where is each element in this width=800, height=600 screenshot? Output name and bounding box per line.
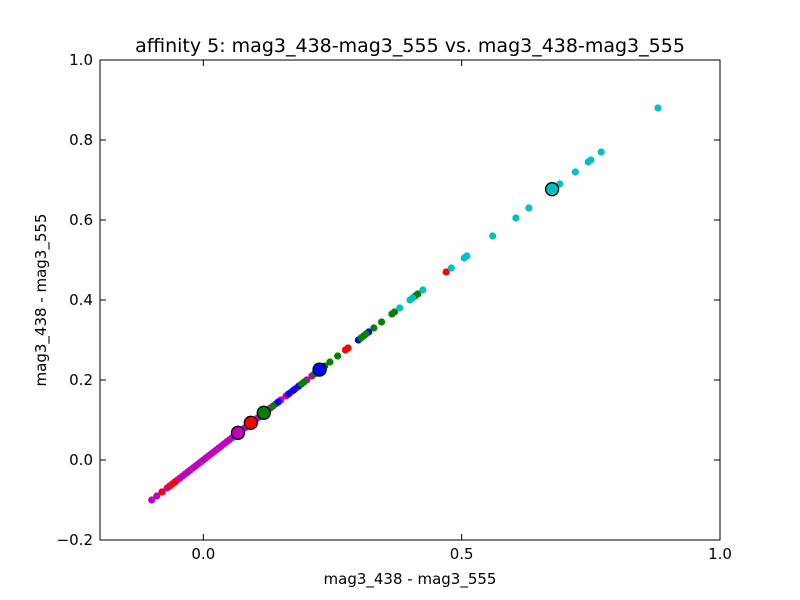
- y-tick-label: 0.6: [69, 211, 93, 229]
- y-tick-label: 0.4: [69, 291, 93, 309]
- data-point-series-3: [334, 352, 342, 360]
- y-tick-label: 0.0: [69, 451, 93, 469]
- data-point-series-4: [571, 168, 579, 176]
- y-tick-label: 0.2: [69, 371, 93, 389]
- data-point-series-3: [370, 324, 378, 332]
- data-point-series-0: [153, 492, 161, 500]
- data-point-series-2: [284, 390, 293, 398]
- data-point-series-3: [414, 290, 422, 298]
- data-point-series-3: [362, 330, 370, 338]
- data-point-series-3: [269, 402, 277, 410]
- y-axis-label: mag3_438 - mag3_555: [32, 214, 51, 387]
- highlight-layer: [230, 182, 560, 440]
- highlighted-point: [243, 415, 259, 430]
- data-point-series-3: [390, 308, 399, 316]
- data-point-series-2: [274, 398, 282, 406]
- data-point-series-3: [326, 358, 334, 366]
- data-point-series-1: [171, 478, 179, 486]
- data-point-series-0: [148, 496, 156, 504]
- data-point-series-4: [512, 214, 520, 222]
- y-tick-label: 0.8: [69, 131, 93, 149]
- data-point-series-4: [489, 232, 497, 240]
- chart-title: affinity 5: mag3_438-mag3_555 vs. mag3_4…: [135, 35, 685, 57]
- y-tick-label: −0.2: [57, 531, 93, 549]
- data-point-series-3: [300, 378, 308, 386]
- data-point-series-4: [408, 294, 417, 302]
- x-tick-label: 0.0: [191, 545, 215, 563]
- plot-area: [99, 59, 721, 541]
- data-point-series-4: [447, 264, 455, 272]
- x-axis-label: mag3_438 - mag3_555: [324, 570, 497, 589]
- data-point-series-4: [597, 148, 605, 156]
- data-point-series-4: [587, 156, 595, 164]
- data-point-series-1: [158, 488, 166, 496]
- x-axis-ticks: 0.0 0.5 1.0: [191, 60, 732, 563]
- data-point-series-4: [654, 104, 662, 112]
- highlighted-point: [544, 182, 560, 197]
- data-point-series-1: [166, 482, 174, 490]
- data-point-series-1: [344, 344, 352, 352]
- data-point-series-4: [396, 304, 404, 312]
- highlighted-point: [230, 425, 246, 440]
- data-point-series-1: [442, 268, 450, 276]
- x-tick-label: 0.5: [450, 545, 474, 563]
- data-point-series-4: [525, 204, 533, 212]
- highlighted-point: [312, 362, 327, 377]
- data-point-series-3: [377, 318, 386, 326]
- x-tick-label: 1.0: [708, 545, 732, 563]
- highlighted-point: [256, 405, 271, 420]
- data-point-series-4: [463, 252, 471, 260]
- data-point-series-4: [419, 286, 427, 294]
- y-axis-ticks: −0.2 0.0 0.2 0.4 0.6 0.8 1.0: [57, 51, 720, 549]
- data-point-series-2: [290, 386, 298, 394]
- y-tick-label: 1.0: [69, 51, 93, 69]
